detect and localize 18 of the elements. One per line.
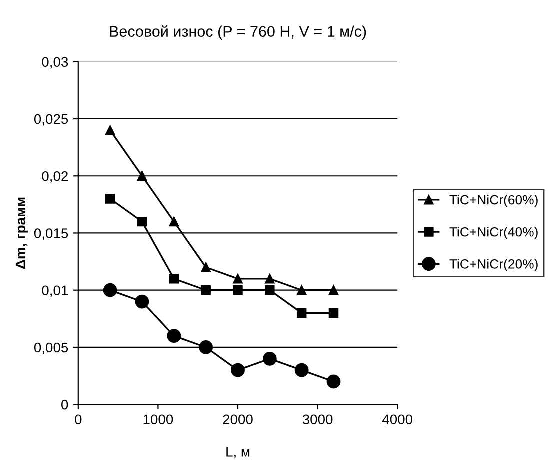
x-tick-label: 3000 bbox=[302, 414, 333, 425]
legend-label: TiC+NiCr(20%) bbox=[450, 259, 538, 272]
y-tick-label: 0,015 bbox=[34, 228, 68, 240]
y-tick-label: 0,02 bbox=[42, 171, 68, 183]
y-tick-label: 0,03 bbox=[42, 57, 68, 69]
x-tick-label: 4000 bbox=[382, 414, 413, 425]
x-tick-label: 1000 bbox=[144, 414, 174, 425]
x-tick-label: 2000 bbox=[223, 414, 253, 425]
legend-label: TiC+NiCr(40%) bbox=[450, 227, 538, 240]
x-axis-title: L, м bbox=[226, 447, 250, 459]
chart-title: Весовой износ (P = 760 H, V = 1 м/с) bbox=[110, 26, 366, 40]
x-tick-label: 0 bbox=[75, 414, 82, 425]
y-tick-label: 0,025 bbox=[34, 114, 68, 126]
y-tick-label: 0,01 bbox=[42, 286, 68, 298]
y-tick-label: 0 bbox=[61, 400, 68, 410]
y-axis-title: Δm, грамм bbox=[16, 198, 28, 269]
legend-label: TiC+NiCr(60%) bbox=[450, 195, 538, 208]
y-tick-label: 0,005 bbox=[34, 342, 68, 354]
